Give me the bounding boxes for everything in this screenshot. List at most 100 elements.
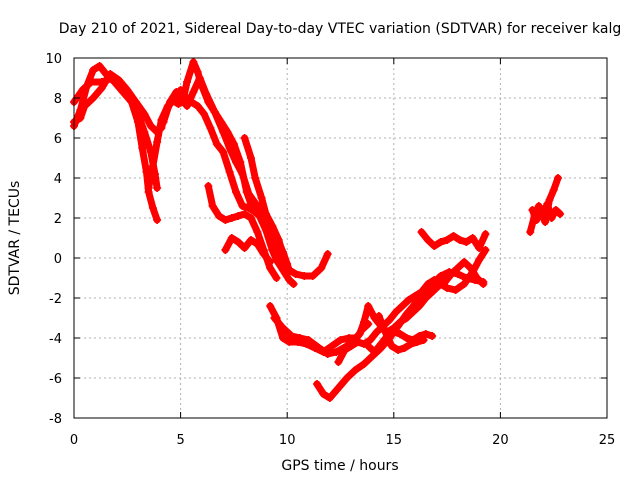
- data-point: [528, 206, 537, 214]
- y-axis-label: SDTVAR / TECUs: [7, 181, 23, 296]
- data-point: [419, 290, 428, 298]
- data-point: [366, 336, 375, 344]
- data-point: [430, 242, 439, 250]
- data-point: [131, 98, 140, 106]
- data-point: [475, 244, 484, 252]
- data-point: [389, 328, 398, 336]
- data-point: [240, 134, 249, 142]
- data-point: [217, 118, 226, 126]
- data-point: [138, 144, 147, 152]
- data-point: [238, 202, 247, 210]
- data-point: [204, 182, 213, 190]
- data-point: [87, 78, 96, 86]
- y-tick-label: -4: [49, 332, 62, 347]
- data-point: [349, 336, 358, 344]
- data-point: [253, 228, 262, 236]
- data-point: [193, 102, 202, 110]
- data-point: [246, 154, 255, 162]
- data-point: [144, 184, 153, 192]
- data-point: [285, 276, 294, 284]
- data-point: [387, 342, 396, 350]
- data-point: [123, 86, 132, 94]
- data-point: [327, 342, 336, 350]
- y-tick-label: 8: [54, 92, 62, 107]
- plot-frame: [73, 57, 608, 419]
- y-tick-labels: -8 -6 -4 -2 0 2 4 6 8 10: [45, 52, 62, 427]
- data-point: [553, 174, 562, 182]
- data-point: [355, 330, 364, 338]
- data-point: [325, 394, 334, 402]
- data-point: [251, 174, 260, 182]
- data-point: [193, 68, 202, 76]
- series-arc-16-markers: [406, 266, 460, 314]
- data-point: [197, 82, 206, 90]
- data-point: [443, 284, 452, 292]
- data-point: [351, 366, 360, 374]
- data-point: [300, 272, 309, 280]
- data-point: [556, 210, 565, 218]
- data-point: [472, 274, 481, 282]
- data-point: [291, 270, 300, 278]
- data-point: [428, 332, 437, 340]
- data-point: [153, 138, 162, 146]
- data-point: [419, 336, 428, 344]
- data-point: [526, 228, 535, 236]
- data-point: [385, 316, 394, 324]
- data-point: [214, 212, 223, 220]
- data-point: [438, 276, 447, 284]
- data-point: [278, 324, 287, 332]
- data-point: [336, 336, 345, 344]
- data-point: [398, 302, 407, 310]
- data-point: [402, 334, 411, 342]
- data-point: [423, 236, 432, 244]
- data-point: [182, 78, 191, 86]
- data-point: [334, 358, 343, 366]
- data-point: [417, 228, 426, 236]
- data-point: [221, 246, 230, 254]
- series-arc-5-markers: [144, 86, 292, 278]
- data-point: [278, 334, 287, 342]
- data-point: [200, 110, 209, 118]
- data-point: [242, 188, 251, 196]
- data-point: [377, 340, 386, 348]
- y-tick-label: -6: [49, 372, 62, 387]
- data-point: [549, 186, 558, 194]
- data-point: [219, 148, 228, 156]
- data-point: [170, 96, 179, 104]
- data-point: [400, 344, 409, 352]
- data-point: [246, 236, 255, 244]
- y-tick-label: -8: [49, 412, 62, 427]
- data-point: [208, 202, 217, 210]
- data-point: [157, 116, 166, 124]
- x-tick-label: 0: [70, 433, 78, 448]
- data-point: [319, 390, 328, 398]
- axis-ticks: [73, 57, 608, 419]
- data-point: [272, 274, 281, 282]
- data-point: [364, 302, 373, 310]
- data-point: [342, 342, 351, 350]
- data-point: [308, 272, 317, 280]
- data-point: [146, 122, 155, 130]
- data-point: [148, 162, 157, 170]
- data-point: [295, 334, 304, 342]
- data-point: [163, 102, 172, 110]
- data-point: [246, 214, 255, 222]
- y-tick-label: 6: [54, 132, 62, 147]
- series-arc-3: [70, 70, 332, 280]
- data-point: [406, 306, 415, 314]
- x-axis-label: GPS time / hours: [281, 458, 398, 474]
- data-point: [421, 330, 430, 338]
- data-point: [234, 238, 243, 246]
- data-point: [266, 302, 275, 310]
- series-arc-15-markers: [374, 312, 428, 354]
- chart-title: Day 210 of 2021, Sidereal Day-to-day VTE…: [59, 21, 621, 37]
- data-point: [89, 94, 98, 102]
- series-arc-8-markers: [221, 234, 275, 266]
- y-tick-label: -2: [49, 292, 62, 307]
- data-point: [460, 258, 469, 266]
- data-point: [334, 384, 343, 392]
- data-point: [481, 246, 490, 254]
- y-tick-label: 2: [54, 212, 62, 227]
- data-point: [182, 102, 191, 110]
